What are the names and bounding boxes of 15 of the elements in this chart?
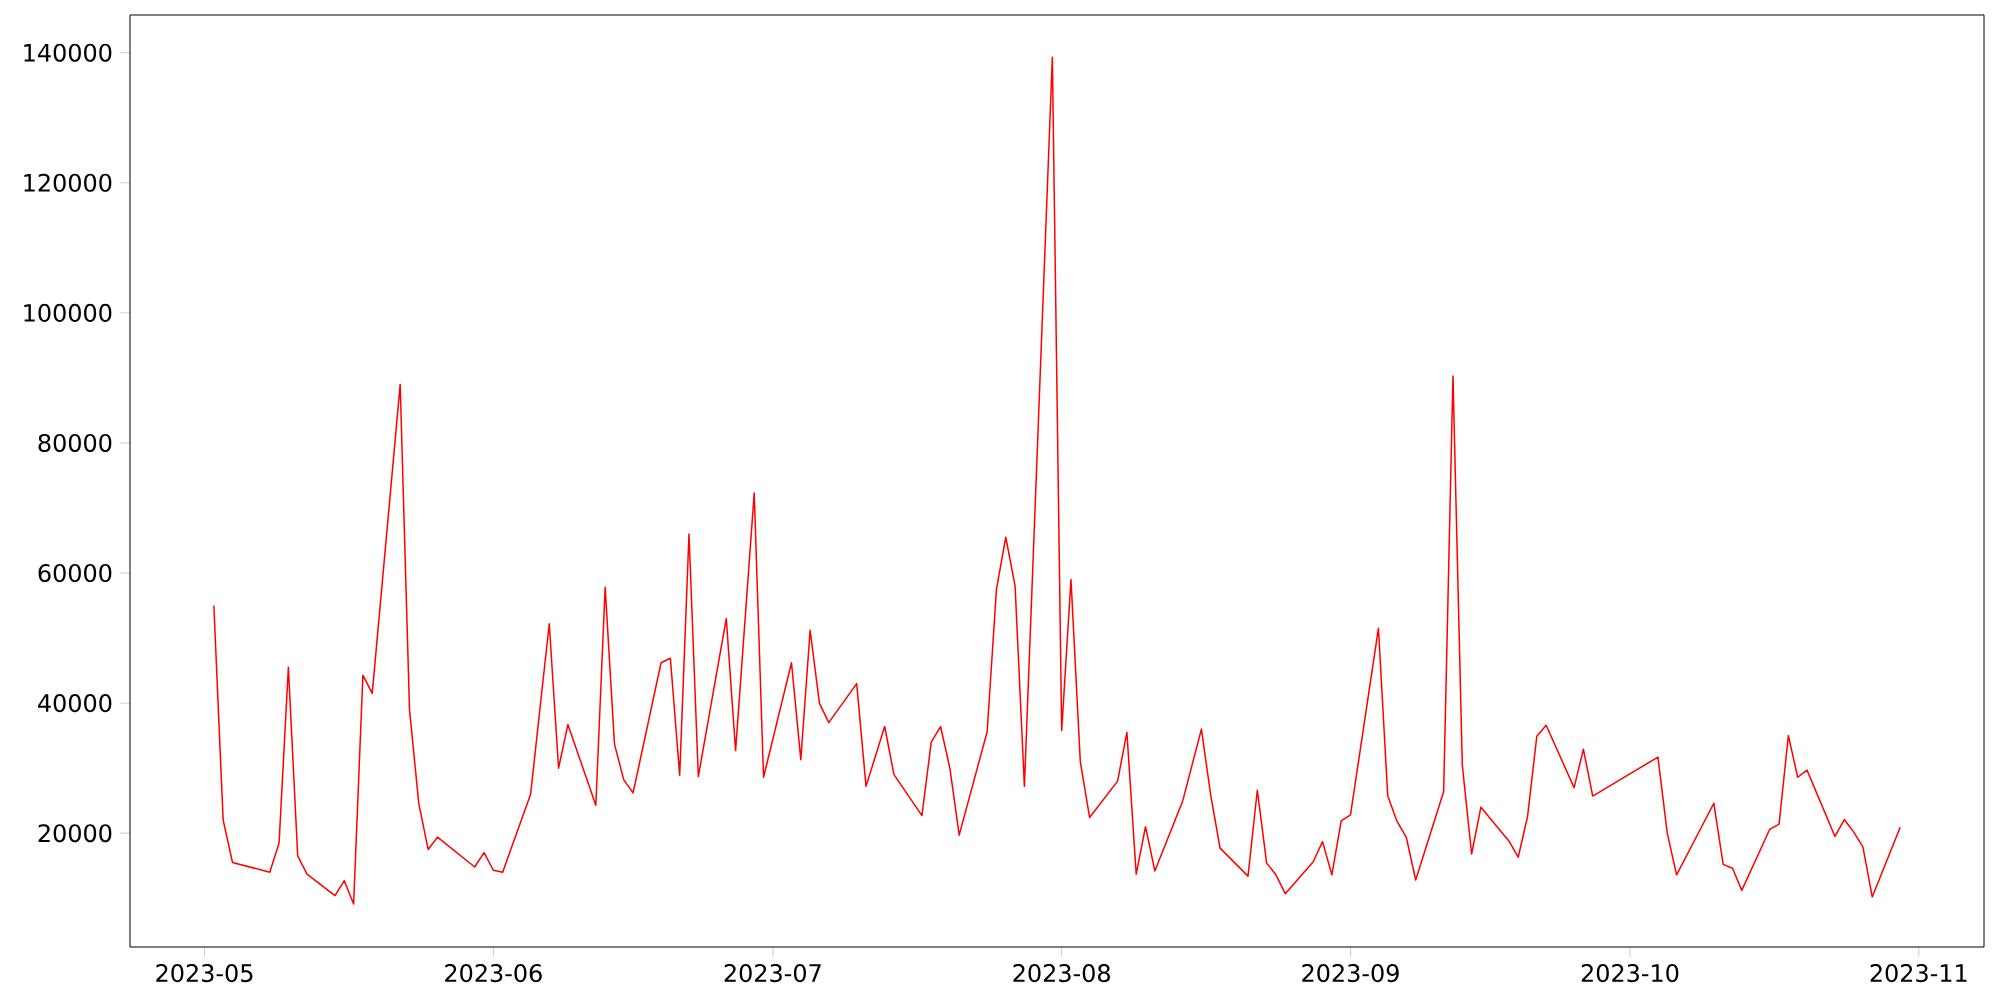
x-tick-label: 2023-11 (1870, 964, 1967, 983)
x-tick-label: 2023-07 (724, 964, 821, 983)
y-tick-label: 140000 (24, 43, 112, 62)
y-tick-label: 20000 (38, 824, 112, 843)
x-tick-label: 2023-10 (1581, 964, 1679, 983)
x-tick-label: 2023-05 (156, 964, 253, 983)
y-tick-label: 80000 (38, 433, 112, 452)
y-tick-label: 120000 (24, 173, 112, 192)
y-tick-label: 60000 (38, 563, 112, 583)
y-tick-label: 40000 (38, 694, 112, 713)
line-series (213, 56, 1901, 905)
x-tick-label: 2023-09 (1302, 964, 1399, 983)
y-tick-label: 100000 (24, 303, 112, 322)
x-tick-label: 2023-06 (445, 964, 542, 983)
x-tick-label: 2023-08 (1013, 964, 1110, 983)
